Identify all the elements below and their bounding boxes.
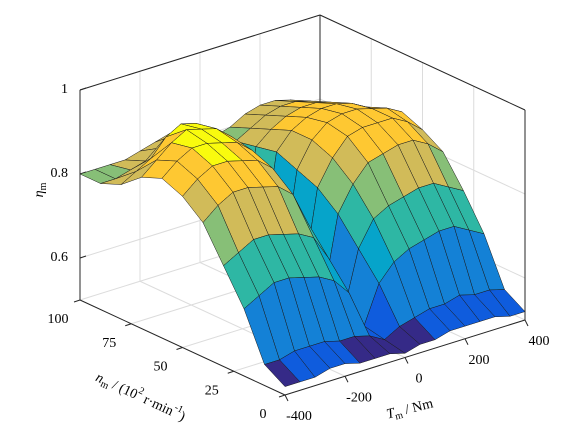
y-tick-label: 100 — [48, 312, 69, 327]
tick-mark — [284, 394, 289, 402]
x-tick-label: 0 — [416, 372, 423, 387]
y-tick-label: 0 — [260, 407, 267, 422]
tick-mark — [464, 338, 469, 345]
tick-mark — [404, 357, 409, 364]
y-tick-label: 25 — [205, 383, 219, 398]
x-tick-label: -400 — [286, 409, 312, 424]
tick-mark — [344, 376, 349, 383]
y-label-part: / (10 — [106, 377, 139, 403]
z-tick-label: 1 — [61, 82, 68, 97]
tick-mark — [79, 255, 87, 259]
tick-mark — [73, 299, 81, 303]
x-axis-label: Tm / Nm — [385, 397, 435, 425]
z-axis-label: ηm — [32, 182, 49, 197]
z-tick-label: 0.6 — [51, 250, 69, 265]
x-tick-label: 200 — [469, 353, 490, 368]
y-tick-label: 75 — [102, 336, 116, 351]
x-label-rest: / Nm — [400, 397, 435, 419]
x-tick-label: 400 — [529, 334, 550, 349]
box-edge — [319, 14, 526, 111]
x-tick-label: -200 — [346, 390, 372, 405]
tick-mark — [227, 370, 234, 374]
tick-mark — [176, 347, 183, 350]
z-label-sub: m — [38, 182, 49, 190]
y-label-part: r·min — [138, 391, 176, 419]
surface-face — [264, 359, 301, 387]
y-label-sub: m — [98, 379, 110, 392]
tick-mark — [278, 394, 286, 398]
y-tick-label: 50 — [154, 360, 168, 375]
z-label-main: η — [32, 190, 47, 197]
tick-mark — [79, 87, 87, 91]
y-label-sup: 2 — [137, 386, 146, 398]
x-label-sub: m — [394, 410, 404, 423]
tick-mark — [125, 323, 132, 327]
y-label-part: ) — [177, 409, 188, 425]
box-edge — [79, 14, 321, 91]
z-tick-label: 0.8 — [51, 166, 69, 181]
tick-mark — [524, 319, 529, 327]
y-axis-label: nm / (102 r·min-1) — [92, 367, 189, 427]
